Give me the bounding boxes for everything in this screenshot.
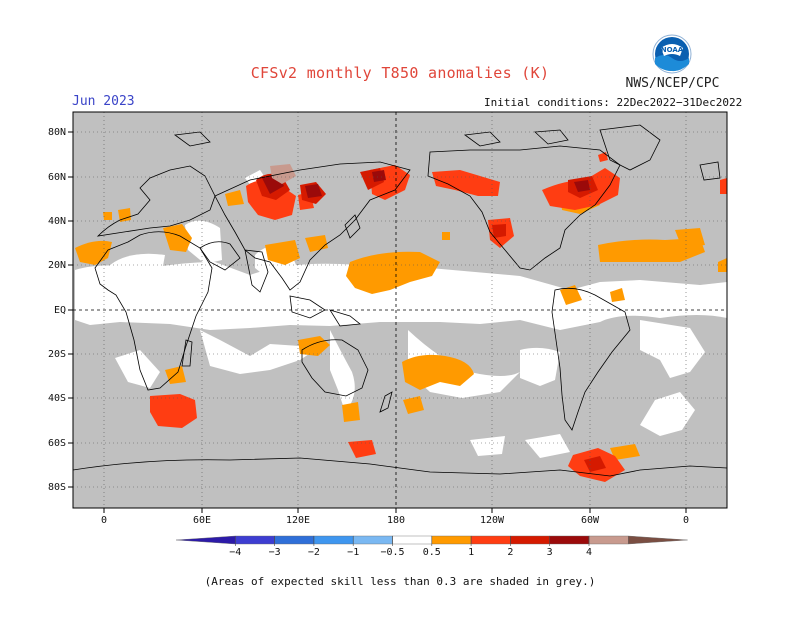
lat-label: 60S bbox=[48, 438, 66, 449]
colorbar: −4 −3 −2 −1 −0.5 0.5 1 2 3 4 bbox=[175, 535, 688, 558]
lon-label: 120W bbox=[480, 515, 505, 526]
anomaly-brown bbox=[270, 164, 296, 184]
colorbar-label: −4 bbox=[229, 547, 241, 558]
lat-ticks bbox=[68, 131, 73, 488]
coastlines bbox=[73, 124, 727, 477]
colorbar-label: 1 bbox=[468, 547, 474, 558]
colorbar-swatch bbox=[549, 535, 590, 545]
lat-labels: 80N 60N 40N 20N EQ 20S 40S 60S 80S bbox=[48, 127, 66, 493]
colorbar-label: 0.5 bbox=[423, 547, 441, 558]
forecast-month: Jun 2023 bbox=[72, 94, 135, 109]
lat-label: 20S bbox=[48, 349, 66, 360]
anomaly-orange bbox=[75, 190, 727, 460]
initial-conditions: Initial conditions: 22Dec2022−31Dec2022 bbox=[484, 96, 743, 109]
org-label: NWS/NCEP/CPC bbox=[625, 76, 720, 91]
colorbar-label: 3 bbox=[547, 547, 553, 558]
map-panel bbox=[73, 112, 727, 508]
graticule bbox=[73, 112, 727, 508]
anomaly-maroon bbox=[262, 170, 590, 198]
lon-label: 60E bbox=[193, 515, 211, 526]
lon-label: 0 bbox=[683, 515, 689, 526]
colorbar-swatch bbox=[628, 535, 688, 545]
colorbar-label: −2 bbox=[308, 547, 320, 558]
lon-ticks bbox=[103, 508, 687, 513]
lat-label: 80N bbox=[48, 127, 66, 138]
logo-text: NOAA bbox=[661, 46, 684, 54]
colorbar-swatch bbox=[274, 535, 315, 545]
lon-labels: 0 60E 120E 180 120W 60W 0 bbox=[101, 515, 689, 526]
colorbar-label: −3 bbox=[269, 547, 281, 558]
colorbar-swatch bbox=[510, 535, 550, 545]
colorbar-swatch bbox=[175, 535, 236, 545]
colorbar-swatch bbox=[235, 535, 275, 545]
lon-label: 60W bbox=[581, 515, 600, 526]
colorbar-swatch bbox=[392, 535, 432, 545]
colorbar-swatch bbox=[313, 535, 354, 545]
colorbar-swatch bbox=[353, 535, 393, 545]
lon-label: 180 bbox=[387, 515, 405, 526]
colorbar-swatch bbox=[588, 535, 629, 545]
noaa-logo: NOAA bbox=[652, 34, 692, 74]
lat-label: 80S bbox=[48, 482, 66, 493]
colorbar-label: 2 bbox=[507, 547, 513, 558]
lat-label: 40S bbox=[48, 393, 66, 404]
lat-label: EQ bbox=[54, 305, 66, 316]
white-regions bbox=[75, 170, 727, 458]
colorbar-label: −0.5 bbox=[380, 547, 404, 558]
lon-label: 0 bbox=[101, 515, 107, 526]
colorbar-swatch bbox=[431, 535, 472, 545]
colorbar-label: −1 bbox=[347, 547, 359, 558]
map-canvas: 80N 60N 40N 20N EQ 20S 40S 60S 80S 0 60E… bbox=[48, 111, 728, 558]
lat-label: 60N bbox=[48, 172, 66, 183]
colorbar-label: 4 bbox=[586, 547, 592, 558]
map-title: CFSv2 monthly T850 anomalies (K) bbox=[250, 64, 550, 82]
lat-label: 20N bbox=[48, 260, 66, 271]
skill-note: (Areas of expected skill less than 0.3 a… bbox=[204, 575, 596, 588]
colorbar-swatch bbox=[470, 535, 511, 545]
lat-label: 40N bbox=[48, 216, 66, 227]
lon-label: 120E bbox=[286, 515, 310, 526]
equator-dateline bbox=[73, 112, 727, 508]
